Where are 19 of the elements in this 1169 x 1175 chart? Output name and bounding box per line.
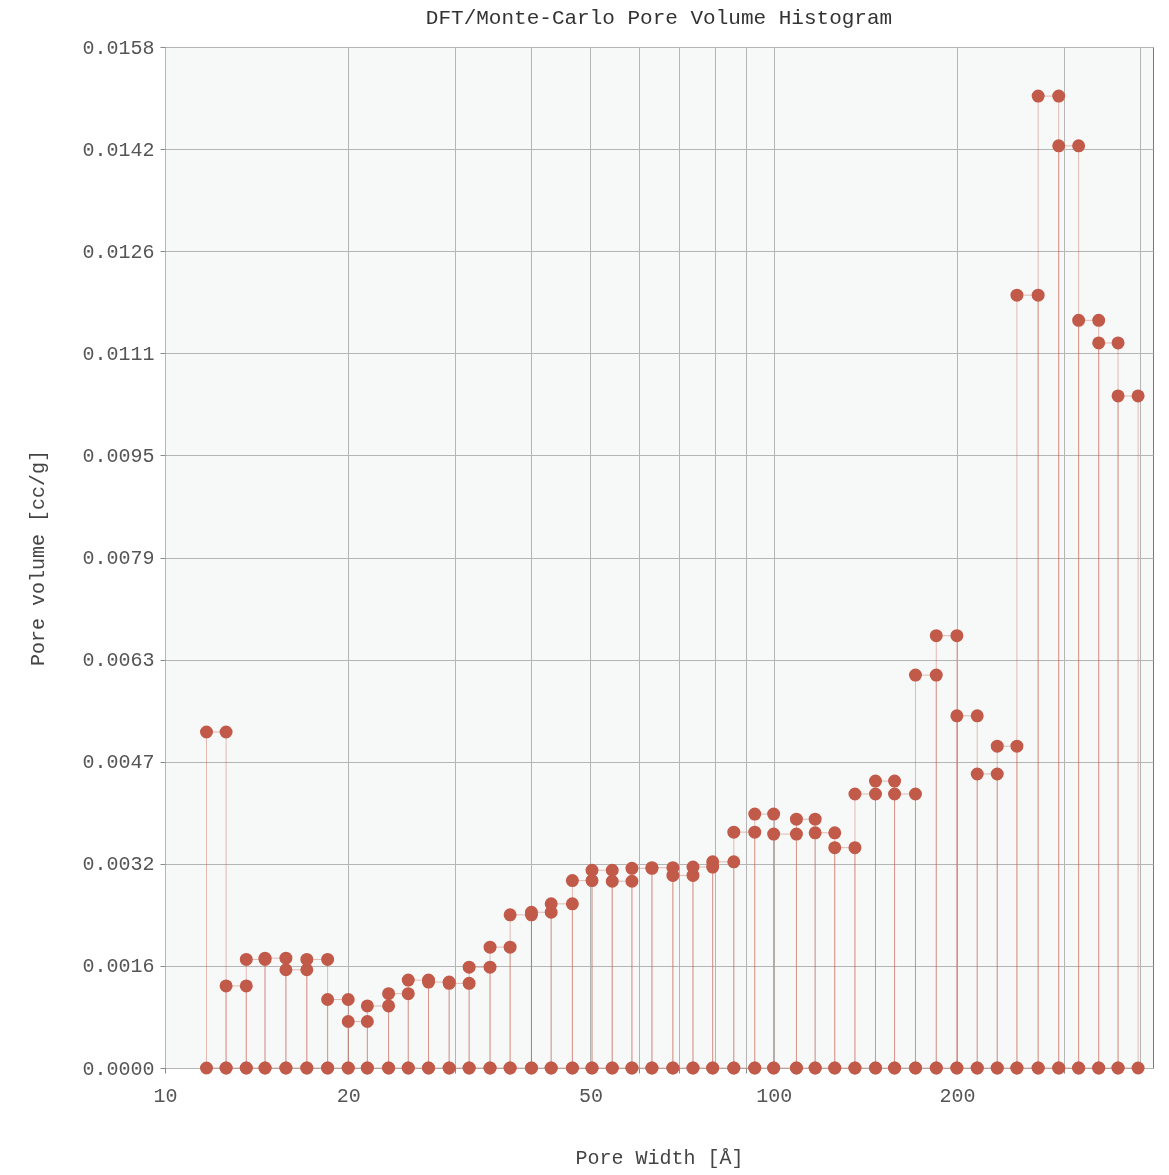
y-tick-label: 0.0016 [82, 955, 155, 979]
x-tick-label: 50 [578, 1084, 603, 1108]
x-tick-label: 20 [336, 1084, 361, 1108]
x-axis-title: Pore Width [Å] [575, 1146, 744, 1170]
y-tick-label: 0.0095 [82, 444, 155, 468]
y-tick-label: 0.0142 [82, 138, 155, 162]
y-tick-label: 0.0047 [82, 751, 155, 775]
y-tick-label: 0.0063 [82, 649, 155, 673]
y-tick-label: 0.0032 [82, 853, 155, 877]
x-tick-label: 100 [756, 1084, 793, 1108]
x-tick-label: 10 [153, 1084, 178, 1108]
y-tick-label: 0.0111 [82, 342, 155, 366]
y-tick-label: 0.0079 [82, 547, 155, 570]
y-tick-label: 0.0126 [82, 240, 155, 264]
y-tick-label: 0.0158 [82, 36, 155, 60]
y-axis-title: Pore volume [cc/g] [27, 449, 51, 667]
x-tick-label: 200 [939, 1084, 976, 1108]
y-tick-label: 0.0000 [82, 1057, 155, 1081]
chart-title: DFT/Monte-Carlo Pore Volume Histogram [425, 7, 893, 30]
